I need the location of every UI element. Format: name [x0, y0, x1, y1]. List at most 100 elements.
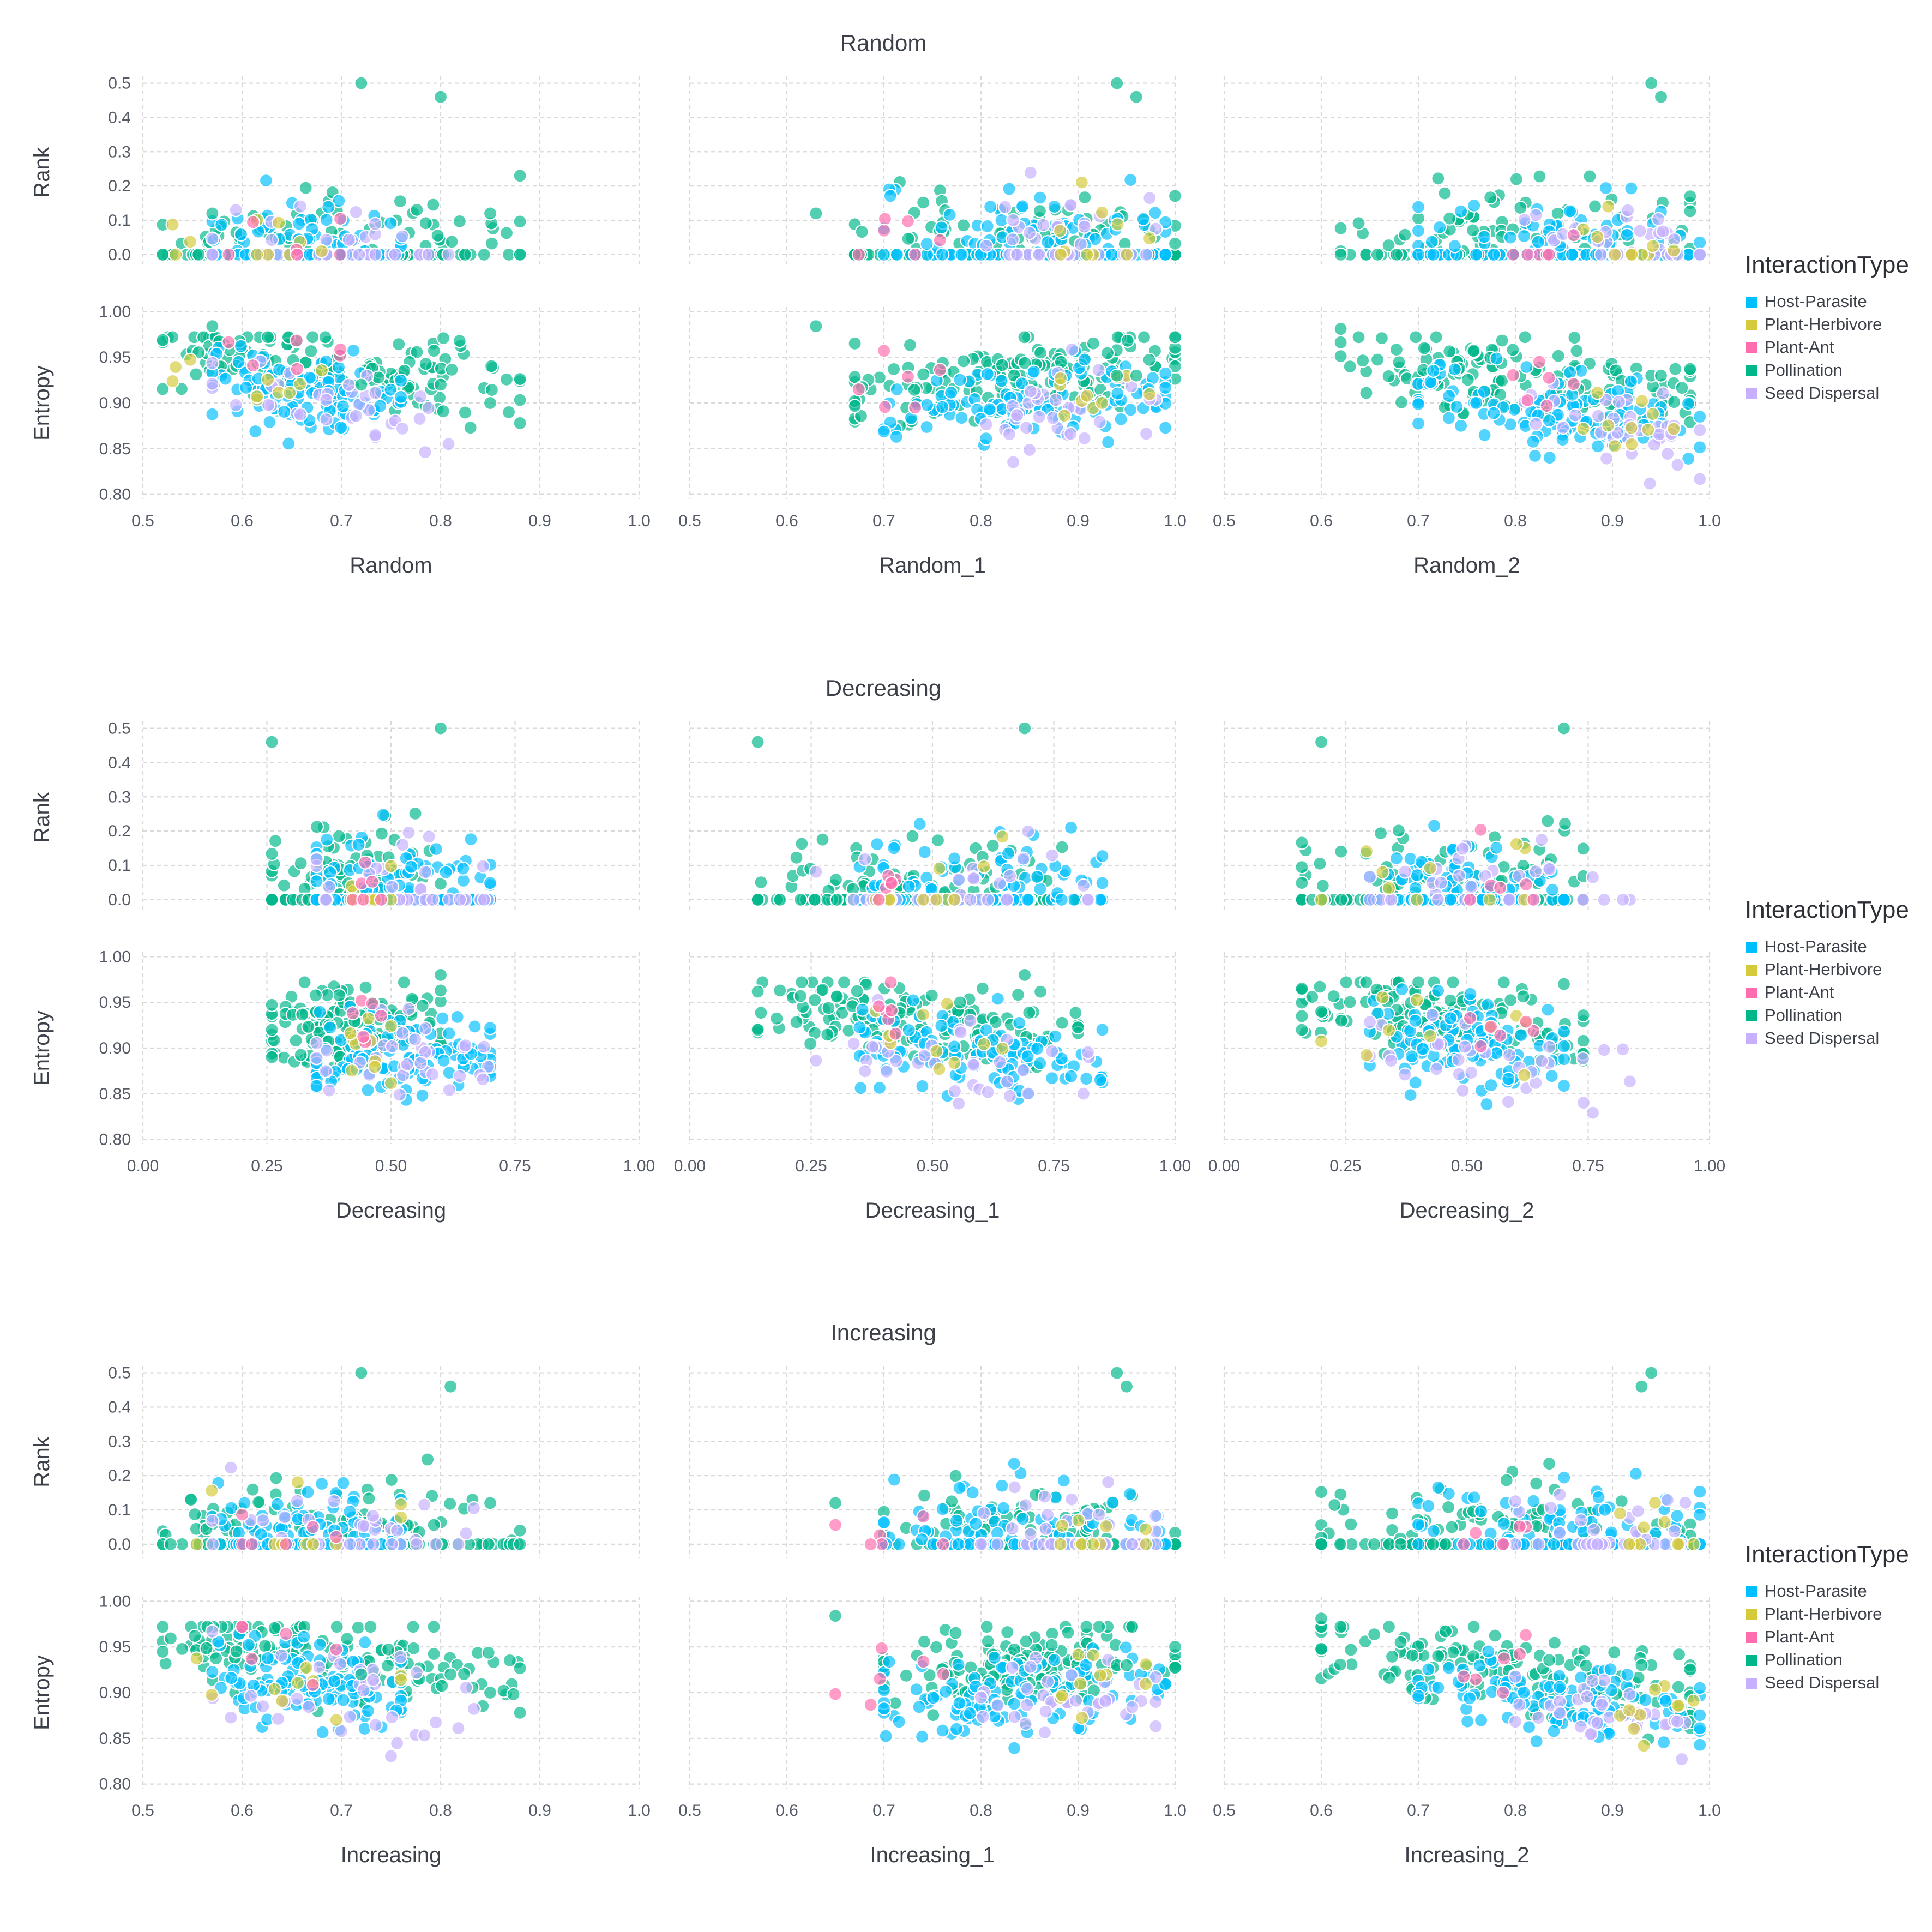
- rank-point: [905, 829, 920, 844]
- entropy-point: [809, 1053, 823, 1068]
- entropy-point: [360, 1704, 376, 1718]
- entropy-point: [264, 997, 279, 1012]
- entropy-point: [883, 975, 898, 990]
- entropy-point: [183, 352, 197, 367]
- rank-point: [342, 1537, 357, 1551]
- rank-point: [234, 1507, 250, 1522]
- entropy-point: [1429, 1062, 1444, 1076]
- entropy-point: [444, 362, 459, 377]
- entropy-point: [1314, 1004, 1329, 1019]
- entropy-point: [365, 996, 380, 1011]
- rank-point: [1389, 247, 1404, 262]
- x-axis-label: Random_2: [1413, 553, 1520, 577]
- rank-point: [876, 247, 892, 262]
- rank-point: [1534, 832, 1549, 847]
- entropy-point: [368, 1718, 383, 1732]
- rank-point: [1509, 836, 1524, 852]
- entropy-point: [289, 333, 304, 348]
- x-tick-label: 0.8: [970, 1802, 992, 1820]
- entropy-point: [1032, 410, 1046, 424]
- entropy-point: [1551, 348, 1566, 363]
- entropy-point: [483, 1021, 498, 1036]
- entropy-point: [1012, 1015, 1027, 1031]
- rank-point: [1411, 200, 1426, 214]
- entropy-point: [417, 1728, 432, 1743]
- entropy-point: [442, 1026, 456, 1041]
- x-tick-label: 0.7: [872, 1802, 895, 1820]
- rank-point: [1483, 190, 1498, 205]
- entropy-point: [1501, 1094, 1516, 1109]
- entropy-point: [1518, 330, 1532, 345]
- legend-swatch: [1746, 320, 1757, 330]
- rank-point: [1333, 247, 1348, 262]
- rank-point: [966, 871, 981, 886]
- entropy-point: [311, 1660, 327, 1675]
- entropy-point: [436, 404, 450, 419]
- entropy-point: [871, 999, 886, 1014]
- entropy-point: [1033, 984, 1048, 999]
- entropy-point: [1063, 1069, 1079, 1084]
- entropy-point: [1576, 1033, 1591, 1048]
- rank-point: [477, 892, 491, 907]
- entropy-point: [1556, 1079, 1572, 1093]
- entropy-point: [484, 359, 499, 374]
- rank-point: [1426, 247, 1441, 262]
- entropy-point: [876, 424, 892, 439]
- entropy-point: [924, 988, 939, 1003]
- entropy-point: [879, 1064, 894, 1079]
- rank-point: [1532, 169, 1547, 184]
- legend-swatch: [1746, 988, 1757, 998]
- entropy-point: [418, 357, 433, 371]
- rank-point: [846, 892, 861, 907]
- entropy-point: [1693, 423, 1707, 438]
- rank-point: [1443, 892, 1458, 907]
- entropy-point: [1313, 979, 1327, 994]
- rank-point: [408, 806, 423, 821]
- entropy-point: [1429, 330, 1443, 345]
- rank-point: [269, 1471, 284, 1485]
- entropy-point: [1114, 412, 1128, 426]
- entropy-point: [1611, 394, 1626, 409]
- entropy-point: [329, 1620, 344, 1634]
- entropy-point: [872, 1080, 887, 1096]
- entropy-point: [1624, 420, 1639, 435]
- entropy-point: [1489, 351, 1504, 366]
- entropy-point: [1528, 417, 1543, 431]
- entropy-point: [853, 1081, 868, 1096]
- rank-point: [1656, 224, 1670, 239]
- entropy-point: [315, 1725, 330, 1740]
- x-tick-label: 0.8: [429, 1802, 452, 1820]
- entropy-point: [360, 1082, 375, 1098]
- rank-point: [1683, 204, 1698, 219]
- entropy-point: [513, 393, 527, 407]
- x-tick-label: 0.50: [1451, 1157, 1483, 1175]
- entropy-point: [348, 408, 363, 423]
- entropy-point: [990, 991, 1005, 1006]
- rank-point: [1080, 892, 1096, 907]
- rank-point: [1033, 190, 1048, 205]
- entropy-point: [1343, 995, 1357, 1009]
- rank-point: [1094, 205, 1110, 220]
- entropy-point: [1356, 353, 1370, 368]
- rank-point: [428, 1537, 443, 1551]
- entropy-point: [1556, 1024, 1572, 1039]
- entropy-point: [1408, 1013, 1423, 1028]
- entropy-point: [205, 407, 220, 422]
- entropy-point: [155, 1644, 170, 1659]
- rank-point: [1585, 870, 1600, 884]
- rank-point: [883, 189, 898, 203]
- entropy-point: [155, 382, 170, 396]
- x-tick-label: 0.00: [127, 1157, 159, 1175]
- rank-point: [354, 1365, 369, 1380]
- entropy-tick-label: 0.90: [99, 1684, 131, 1702]
- rank-point: [376, 808, 390, 822]
- entropy-point: [309, 1050, 324, 1066]
- entropy-tick-label: 0.80: [99, 1131, 131, 1149]
- rank-point: [956, 218, 971, 233]
- entropy-point: [1417, 341, 1431, 356]
- entropy-point: [1464, 1065, 1479, 1080]
- entropy-point: [1006, 455, 1021, 470]
- entropy-point: [1431, 983, 1446, 998]
